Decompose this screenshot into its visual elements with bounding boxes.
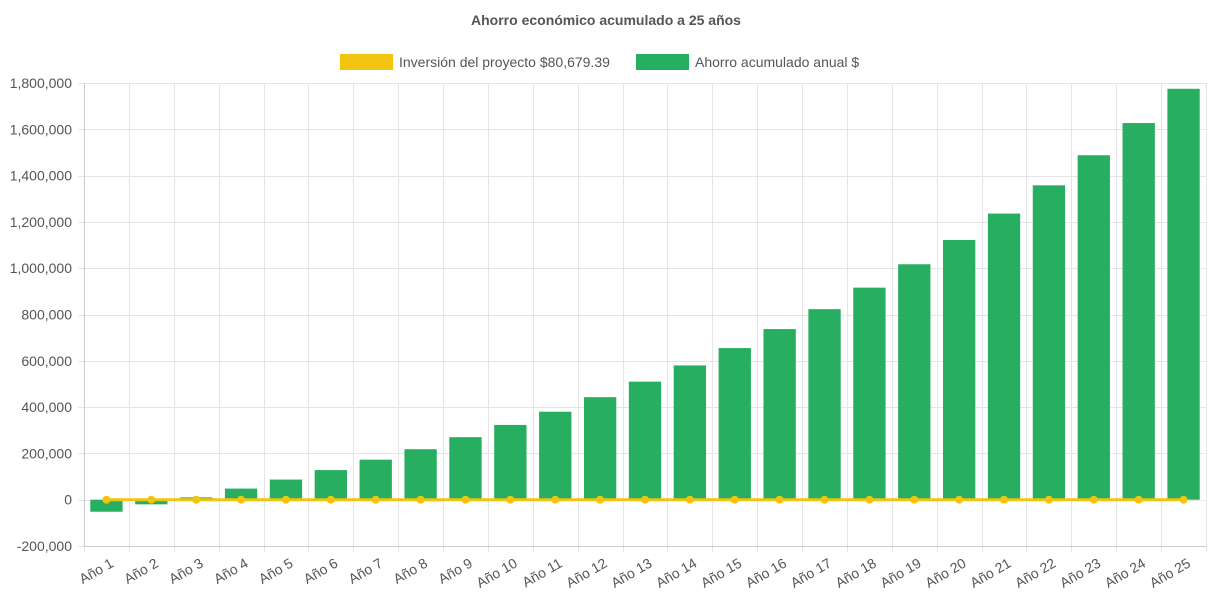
x-tick-label: Año 14 bbox=[653, 555, 700, 591]
y-tick-label: -200,000 bbox=[17, 538, 72, 554]
bar-ahorro-6[interactable] bbox=[314, 470, 347, 500]
point-inversion-23[interactable] bbox=[1089, 495, 1098, 504]
line-layer bbox=[102, 495, 1188, 504]
point-inversion-1[interactable] bbox=[102, 495, 111, 504]
point-inversion-8[interactable] bbox=[416, 495, 425, 504]
y-tick-label: 800,000 bbox=[21, 307, 72, 323]
bar-ahorro-23[interactable] bbox=[1077, 155, 1110, 500]
y-tick-label: 1,200,000 bbox=[10, 214, 72, 230]
x-tick-label: Año 22 bbox=[1012, 555, 1059, 591]
bar-ahorro-10[interactable] bbox=[494, 424, 527, 500]
x-tick-label: Año 12 bbox=[563, 555, 610, 591]
x-tick-label: Año 19 bbox=[877, 555, 924, 591]
point-inversion-11[interactable] bbox=[551, 495, 560, 504]
bar-ahorro-24[interactable] bbox=[1122, 123, 1155, 500]
bar-ahorro-7[interactable] bbox=[359, 459, 392, 500]
point-inversion-15[interactable] bbox=[730, 495, 739, 504]
bar-ahorro-16[interactable] bbox=[763, 329, 796, 500]
bar-ahorro-4[interactable] bbox=[224, 488, 258, 500]
point-inversion-18[interactable] bbox=[865, 495, 874, 504]
point-inversion-20[interactable] bbox=[955, 495, 964, 504]
point-inversion-24[interactable] bbox=[1134, 495, 1143, 504]
chart-legend: Inversión del proyecto $80,679.39 Ahorro… bbox=[340, 54, 859, 70]
y-tick-label: 1,400,000 bbox=[10, 168, 72, 184]
bar-ahorro-25[interactable] bbox=[1167, 88, 1200, 500]
bar-ahorro-11[interactable] bbox=[539, 411, 572, 500]
point-inversion-16[interactable] bbox=[775, 495, 784, 504]
legend-swatch-investment[interactable] bbox=[340, 54, 393, 70]
legend-label-investment[interactable]: Inversión del proyecto $80,679.39 bbox=[399, 54, 610, 70]
x-tick-label: Año 9 bbox=[435, 555, 475, 587]
x-tick-label: Año 23 bbox=[1057, 555, 1104, 591]
bar-ahorro-20[interactable] bbox=[943, 239, 976, 500]
y-tick-label: 0 bbox=[64, 492, 72, 508]
point-inversion-9[interactable] bbox=[461, 495, 470, 504]
point-inversion-3[interactable] bbox=[192, 495, 201, 504]
x-tick-label: Año 5 bbox=[256, 555, 296, 587]
y-tick-label: 1,800,000 bbox=[10, 75, 72, 91]
y-tick-label: 400,000 bbox=[21, 399, 72, 415]
x-tick-label: Año 7 bbox=[346, 555, 386, 587]
x-tick-label: Año 8 bbox=[390, 555, 430, 587]
bar-ahorro-1[interactable] bbox=[90, 499, 123, 512]
point-inversion-14[interactable] bbox=[685, 495, 694, 504]
x-tick-label: Año 13 bbox=[608, 555, 655, 591]
bar-ahorro-14[interactable] bbox=[673, 365, 707, 500]
bar-ahorro-22[interactable] bbox=[1032, 185, 1066, 500]
point-inversion-25[interactable] bbox=[1179, 495, 1188, 504]
x-tick-label: Año 4 bbox=[211, 555, 251, 587]
x-tick-label: Año 10 bbox=[473, 555, 520, 591]
x-axis-ticks: Año 1 Año 2 Año 3 Año 4 Año 5 Año 6 Año 7 Año 8… bbox=[76, 555, 1193, 591]
bar-ahorro-13[interactable] bbox=[628, 381, 662, 500]
point-inversion-4[interactable] bbox=[237, 495, 246, 504]
x-tick-label: Año 20 bbox=[922, 555, 969, 591]
bar-ahorro-9[interactable] bbox=[449, 437, 482, 500]
x-tick-label: Año 11 bbox=[519, 555, 565, 591]
bar-ahorro-8[interactable] bbox=[404, 449, 437, 500]
point-inversion-12[interactable] bbox=[596, 495, 605, 504]
bar-ahorro-15[interactable] bbox=[718, 348, 751, 500]
bar-ahorro-12[interactable] bbox=[583, 397, 617, 500]
point-inversion-13[interactable] bbox=[641, 495, 649, 504]
x-tick-label: Año 3 bbox=[166, 555, 206, 587]
point-inversion-2[interactable] bbox=[147, 495, 156, 504]
x-tick-label: Año 25 bbox=[1147, 555, 1194, 591]
bar-ahorro-5[interactable] bbox=[269, 479, 303, 500]
y-axis-ticks: -200,000 0 200,000 400,000 600,000 800,000 1,0… bbox=[10, 75, 73, 554]
bar-ahorro-18[interactable] bbox=[853, 287, 886, 500]
bar-ahorro-21[interactable] bbox=[987, 213, 1021, 500]
x-tick-label: Año 1 bbox=[76, 555, 116, 587]
x-tick-label: Año 24 bbox=[1102, 555, 1149, 591]
bar-ahorro-19[interactable] bbox=[898, 264, 931, 500]
y-tick-label: 200,000 bbox=[21, 445, 72, 461]
axis-layer bbox=[84, 83, 1206, 547]
point-inversion-22[interactable] bbox=[1044, 495, 1053, 504]
bars-layer bbox=[90, 88, 1200, 512]
point-inversion-10[interactable] bbox=[506, 495, 515, 504]
point-inversion-5[interactable] bbox=[281, 495, 290, 504]
point-inversion-6[interactable] bbox=[326, 495, 335, 504]
x-tick-label: Año 18 bbox=[832, 555, 879, 591]
legend-swatch-savings[interactable] bbox=[636, 54, 689, 70]
bar-ahorro-17[interactable] bbox=[808, 309, 841, 500]
point-inversion-7[interactable] bbox=[371, 495, 380, 504]
x-tick-label: Año 15 bbox=[698, 555, 745, 591]
point-inversion-17[interactable] bbox=[820, 495, 829, 504]
x-tick-label: Año 16 bbox=[743, 555, 790, 591]
x-tick-label: Año 21 bbox=[967, 555, 1014, 591]
x-tick-label: Año 2 bbox=[121, 555, 161, 587]
chart-title: Ahorro económico acumulado a 25 años bbox=[471, 12, 741, 28]
y-tick-label: 600,000 bbox=[21, 353, 72, 369]
x-tick-label: Año 17 bbox=[788, 555, 835, 591]
point-inversion-19[interactable] bbox=[910, 495, 919, 504]
x-tick-label: Año 6 bbox=[301, 555, 341, 587]
legend-label-savings[interactable]: Ahorro acumulado anual $ bbox=[695, 54, 859, 70]
point-inversion-21[interactable] bbox=[1000, 495, 1009, 504]
y-tick-label: 1,000,000 bbox=[10, 260, 72, 276]
y-tick-label: 1,600,000 bbox=[10, 121, 72, 137]
